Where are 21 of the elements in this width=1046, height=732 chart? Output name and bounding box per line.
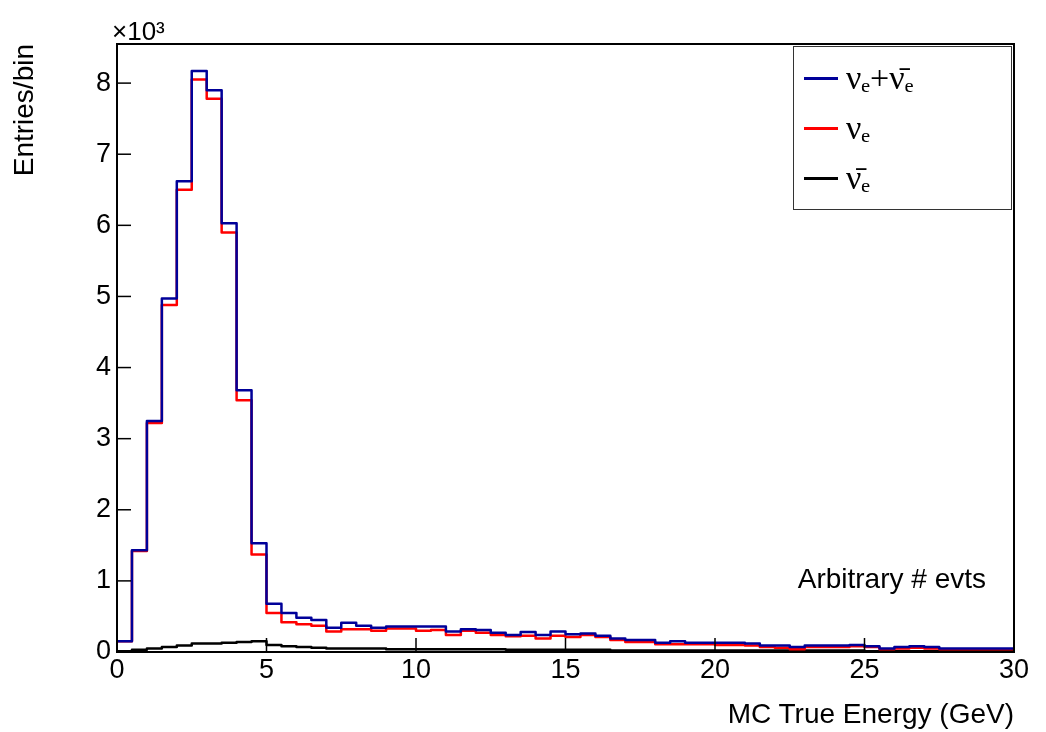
y-tick-label: 6: [95, 208, 111, 239]
x-axis-title: MC True Energy (GeV): [727, 697, 1014, 729]
x-tick-label: 5: [258, 653, 275, 684]
x-tick-label: 30: [998, 653, 1030, 684]
y-tick-label: 3: [95, 422, 111, 453]
y-axis-title: Entries/bin: [7, 44, 39, 177]
legend-label: νₑ: [846, 109, 871, 147]
legend-label: νₑ+ν̄ₑ: [846, 59, 914, 97]
y-tick-label: 1: [95, 564, 111, 595]
x-tick-label: 20: [699, 653, 731, 684]
x-tick-label: 10: [400, 653, 432, 684]
annotation: ×10³: [112, 16, 166, 47]
y-tick-label: 8: [95, 66, 111, 97]
y-tick-label: 2: [95, 493, 111, 524]
y-tick-label: 5: [95, 279, 111, 310]
x-tick-label: 25: [849, 653, 880, 684]
legend-label: ν̄ₑ: [846, 159, 871, 197]
annotation: Arbitrary # evts: [797, 562, 986, 594]
x-tick-label: 15: [550, 653, 581, 684]
y-tick-label: 7: [95, 137, 111, 168]
y-tick-label: 4: [95, 351, 111, 382]
